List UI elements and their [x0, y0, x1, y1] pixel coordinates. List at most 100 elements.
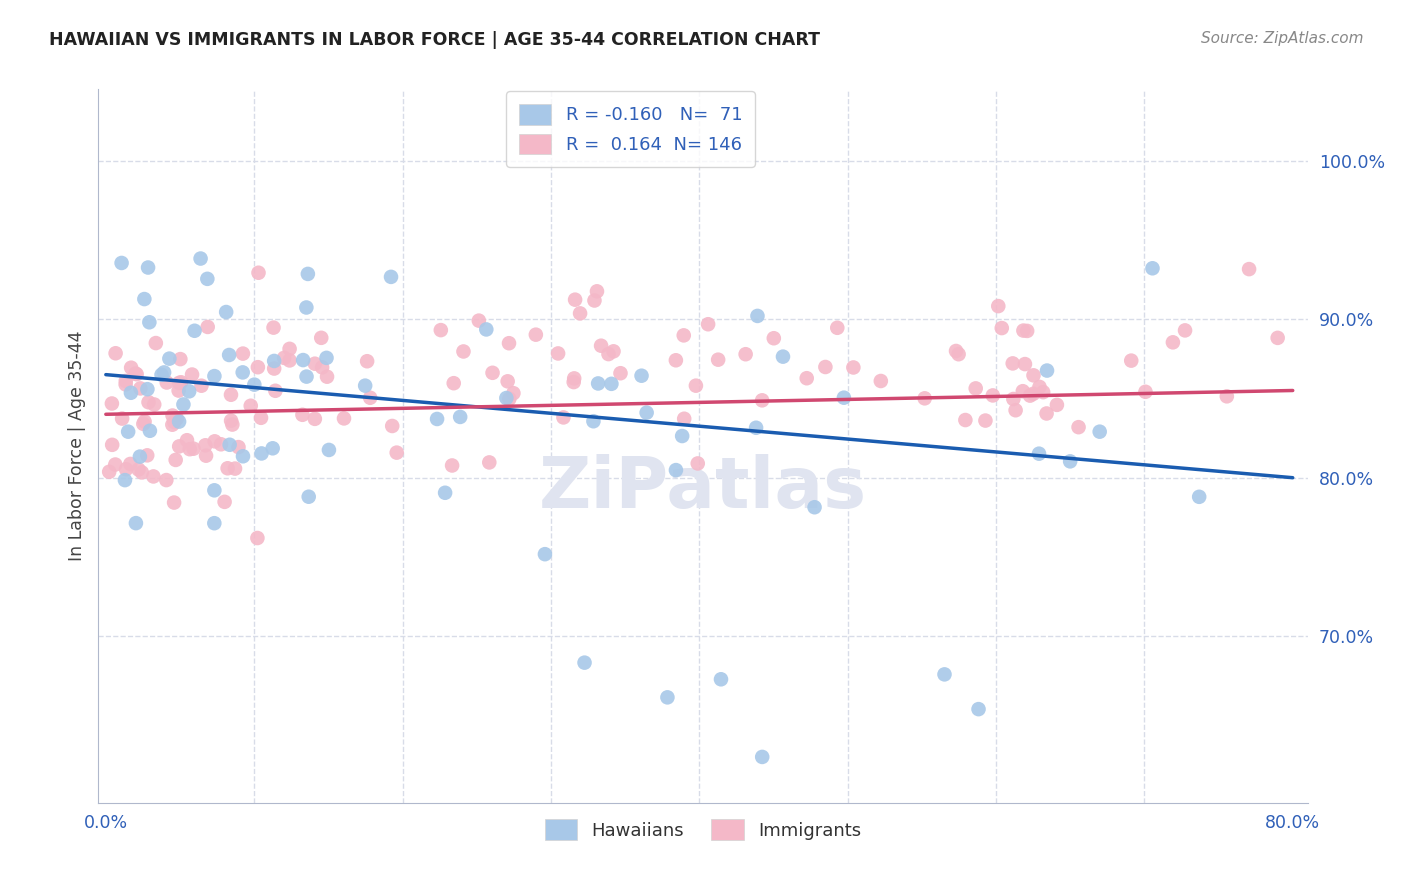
Point: [194, 438, 217, 452]
Point: [167, 384, 190, 398]
Point: [359, 391, 381, 405]
Point: [179, 384, 201, 399]
Point: [582, 414, 605, 428]
Point: [190, 252, 212, 266]
Point: [309, 331, 332, 345]
Point: [136, 382, 159, 396]
Point: [172, 397, 194, 411]
Point: [176, 434, 198, 448]
Point: [153, 366, 176, 380]
Point: [381, 419, 404, 434]
Y-axis label: In Labor Force | Age 35-44: In Labor Force | Age 35-44: [67, 331, 86, 561]
Point: [974, 413, 997, 427]
Point: [110, 256, 132, 270]
Point: [981, 388, 1004, 402]
Point: [195, 449, 218, 463]
Point: [1267, 331, 1289, 345]
Point: [934, 667, 956, 681]
Point: [124, 367, 146, 381]
Point: [278, 353, 301, 368]
Point: [1012, 324, 1035, 338]
Point: [228, 440, 250, 454]
Point: [1017, 324, 1039, 338]
Point: [686, 457, 709, 471]
Point: [318, 442, 340, 457]
Point: [131, 466, 153, 480]
Point: [591, 339, 613, 353]
Point: [315, 351, 337, 365]
Point: [602, 344, 624, 359]
Point: [169, 352, 191, 367]
Point: [468, 313, 491, 327]
Point: [1216, 389, 1239, 403]
Point: [183, 324, 205, 338]
Point: [297, 267, 319, 281]
Point: [304, 357, 326, 371]
Text: Source: ZipAtlas.com: Source: ZipAtlas.com: [1201, 31, 1364, 46]
Point: [772, 350, 794, 364]
Point: [209, 437, 232, 451]
Point: [262, 442, 284, 456]
Point: [449, 409, 471, 424]
Point: [1032, 385, 1054, 400]
Point: [214, 495, 236, 509]
Point: [1035, 407, 1057, 421]
Point: [134, 415, 156, 429]
Point: [955, 413, 977, 427]
Point: [426, 412, 449, 426]
Point: [128, 462, 150, 476]
Point: [553, 410, 575, 425]
Point: [219, 388, 242, 402]
Point: [562, 371, 585, 385]
Point: [665, 463, 688, 477]
Point: [120, 360, 142, 375]
Point: [598, 347, 620, 361]
Point: [125, 516, 148, 530]
Point: [583, 293, 606, 308]
Point: [221, 417, 243, 432]
Point: [441, 458, 464, 473]
Point: [114, 377, 136, 392]
Point: [945, 343, 967, 358]
Point: [671, 429, 693, 443]
Point: [157, 351, 180, 366]
Point: [697, 317, 720, 331]
Point: [232, 450, 254, 464]
Point: [914, 392, 936, 406]
Text: ZiPatlas: ZiPatlas: [538, 454, 868, 524]
Point: [195, 272, 218, 286]
Point: [673, 411, 696, 425]
Point: [1067, 420, 1090, 434]
Point: [120, 385, 142, 400]
Point: [672, 328, 695, 343]
Point: [1001, 356, 1024, 370]
Point: [636, 406, 658, 420]
Point: [219, 414, 242, 428]
Point: [263, 354, 285, 368]
Point: [163, 415, 186, 429]
Point: [156, 376, 179, 390]
Point: [869, 374, 891, 388]
Point: [263, 320, 285, 334]
Point: [586, 376, 609, 391]
Point: [751, 750, 773, 764]
Point: [239, 399, 262, 413]
Point: [298, 490, 321, 504]
Point: [264, 384, 287, 398]
Point: [534, 547, 557, 561]
Point: [165, 453, 187, 467]
Point: [524, 327, 547, 342]
Point: [167, 439, 190, 453]
Point: [569, 306, 592, 320]
Point: [443, 376, 465, 391]
Point: [247, 266, 270, 280]
Point: [218, 348, 240, 362]
Point: [734, 347, 756, 361]
Point: [380, 269, 402, 284]
Point: [143, 397, 166, 411]
Point: [134, 292, 156, 306]
Point: [120, 457, 142, 471]
Point: [138, 315, 160, 329]
Point: [232, 346, 254, 360]
Point: [1174, 323, 1197, 337]
